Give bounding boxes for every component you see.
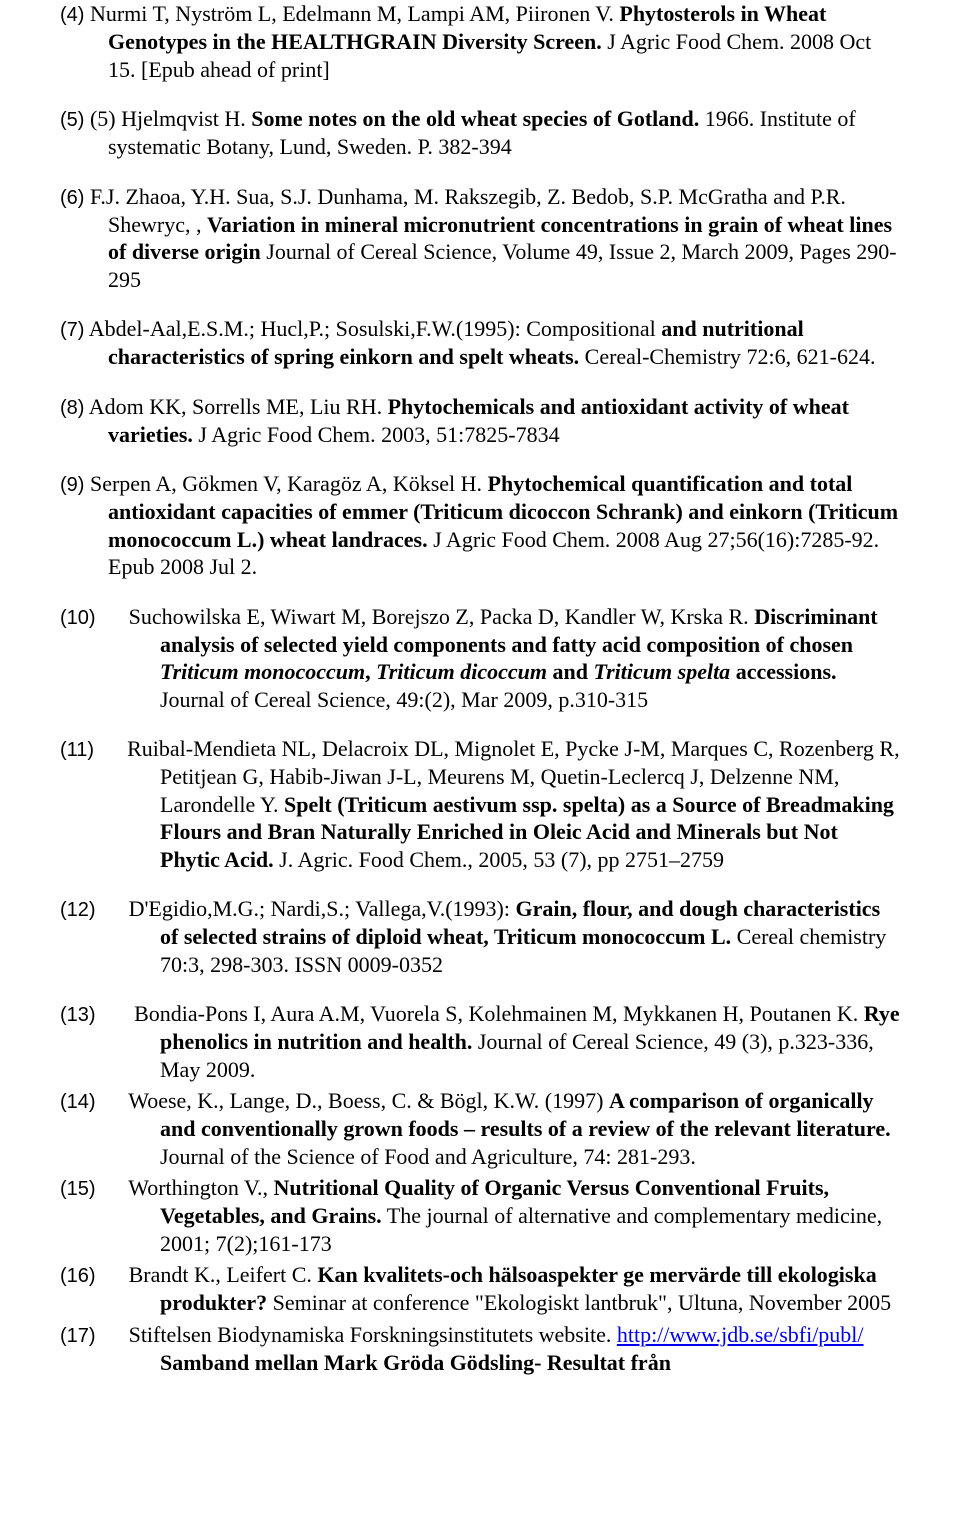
reference-number: (5) [60, 109, 84, 131]
reference-tail: Cereal-Chemistry 72:6, 621-624. [579, 344, 875, 369]
reference-authors: (5) Hjelmqvist H. [90, 106, 251, 131]
reference-number: (11) [60, 739, 94, 761]
reference-tail: J. Agric. Food Chem., 2005, 53 (7), pp 2… [274, 847, 724, 872]
reference-item: (11) Ruibal-Mendieta NL, Delacroix DL, M… [60, 735, 900, 873]
reference-number: (8) [60, 397, 84, 419]
reference-number: (13) [60, 1004, 96, 1026]
reference-authors: Brandt K., Leifert C. [129, 1262, 318, 1287]
reference-item: (9) Serpen A, Gökmen V, Karagöz A, Kökse… [60, 470, 900, 581]
reference-number: (7) [60, 319, 84, 341]
reference-number: (10) [60, 607, 96, 629]
reference-tail: Journal of the Science of Food and Agric… [160, 1144, 696, 1169]
reference-item: (12) D'Egidio,M.G.; Nardi,S.; Vallega,V.… [60, 895, 900, 978]
reference-authors: Suchowilska E, Wiwart M, Borejszo Z, Pac… [129, 604, 755, 629]
reference-authors: D'Egidio,M.G.; Nardi,S.; Vallega,V.(1993… [129, 896, 516, 921]
reference-tail: J Agric Food Chem. 2003, 51:7825-7834 [193, 422, 560, 447]
reference-item: (14) Woese, K., Lange, D., Boess, C. & B… [60, 1087, 900, 1170]
reference-number: (16) [60, 1265, 96, 1287]
reference-link[interactable]: http://www.jdb.se/sbfi/publ/ [617, 1322, 864, 1347]
reference-authors: Stiftelsen Biodynamiska Forskningsinstit… [129, 1322, 617, 1347]
reference-authors: Nurmi T, Nyström L, Edelmann M, Lampi AM… [90, 1, 619, 26]
reference-item: (5) (5) Hjelmqvist H. Some notes on the … [60, 105, 900, 161]
reference-item: (13) Bondia-Pons I, Aura A.M, Vuorela S,… [60, 1000, 900, 1083]
reference-number: (6) [60, 187, 84, 209]
reference-item: (17) Stiftelsen Biodynamiska Forskningsi… [60, 1321, 900, 1377]
reference-item: (6) F.J. Zhaoa, Y.H. Sua, S.J. Dunhama, … [60, 183, 900, 294]
reference-authors: Adom KK, Sorrells ME, Liu RH. [89, 394, 388, 419]
reference-item: (15) Worthington V., Nutritional Quality… [60, 1174, 900, 1257]
reference-authors: Serpen A, Gökmen V, Karagöz A, Köksel H. [90, 471, 488, 496]
reference-authors: Abdel-Aal,E.S.M.; Hucl,P.; Sosulski,F.W.… [89, 316, 662, 341]
reference-item: (4) Nurmi T, Nyström L, Edelmann M, Lamp… [60, 0, 900, 83]
reference-number: (9) [60, 474, 84, 496]
reference-number: (12) [60, 899, 96, 921]
reference-item: (16) Brandt K., Leifert C. Kan kvalitets… [60, 1261, 900, 1317]
reference-item: (7) Abdel-Aal,E.S.M.; Hucl,P.; Sosulski,… [60, 315, 900, 371]
reference-tail: Seminar at conference "Ekologiskt lantbr… [267, 1290, 891, 1315]
reference-authors: Bondia-Pons I, Aura A.M, Vuorela S, Kole… [134, 1001, 864, 1026]
reference-item: (8) Adom KK, Sorrells ME, Liu RH. Phytoc… [60, 393, 900, 449]
reference-number: (4) [60, 4, 84, 26]
reference-authors: Woese, K., Lange, D., Boess, C. & Bögl, … [128, 1088, 609, 1113]
reference-item: (10) Suchowilska E, Wiwart M, Borejszo Z… [60, 603, 900, 714]
reference-tail: Journal of Cereal Science, 49:(2), Mar 2… [160, 687, 648, 712]
reference-authors: Worthington V., [128, 1175, 273, 1200]
reference-number: (17) [60, 1325, 96, 1347]
reference-title: Some notes on the old wheat species of G… [251, 106, 699, 131]
reference-title: Samband mellan Mark Gröda Gödsling- Resu… [160, 1350, 671, 1375]
reference-number: (14) [60, 1091, 96, 1113]
reference-number: (15) [60, 1178, 96, 1200]
